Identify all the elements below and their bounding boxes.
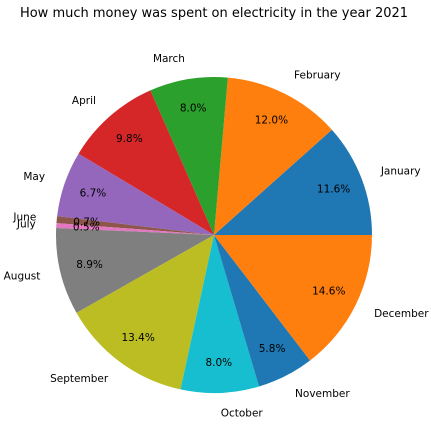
percent-label-may: 6.7%	[80, 188, 107, 200]
percent-label-march: 8.0%	[180, 103, 207, 115]
pie-slice-august	[55, 228, 214, 313]
category-label-december: December	[374, 308, 429, 320]
percent-label-november: 5.8%	[259, 343, 286, 355]
pie-slice-january	[214, 129, 372, 235]
pie-slice-february	[214, 77, 332, 235]
category-label-july: July	[16, 218, 36, 230]
percent-label-june: 0.7%	[73, 217, 100, 229]
pie-slice-june	[56, 216, 215, 235]
category-label-september: September	[50, 373, 109, 385]
pie-slice-march	[150, 76, 228, 235]
percent-label-july: 0.5%	[73, 221, 100, 233]
pie-slices	[55, 76, 372, 394]
category-label-november: November	[295, 388, 350, 400]
category-label-april: April	[72, 95, 96, 107]
pie-slice-may	[57, 153, 215, 235]
pie-slice-november	[214, 235, 311, 387]
percent-label-september: 13.4%	[121, 332, 154, 344]
category-label-october: October	[221, 407, 264, 419]
pie-slice-december	[214, 235, 372, 361]
pie-slice-september	[76, 235, 214, 390]
category-label-march: March	[153, 53, 185, 65]
pie-slice-july	[56, 223, 215, 235]
percent-labels: 11.6% 12.0% 8.0% 9.8% 6.7% 0.7%0.5% 8.9% 13.4% 8…	[73, 103, 350, 369]
chart-title: How much money was spent on electricity …	[20, 6, 408, 21]
pie-slice-october	[180, 235, 260, 394]
category-label-january: January	[380, 165, 421, 177]
category-label-may: May	[23, 171, 45, 183]
percent-label-april: 9.8%	[116, 133, 143, 145]
category-label-august: August	[4, 271, 41, 283]
percent-label-january: 11.6%	[317, 183, 350, 195]
percent-label-august: 8.9%	[76, 259, 103, 271]
category-label-june: June	[12, 212, 36, 224]
percent-label-february: 12.0%	[255, 115, 288, 127]
category-label-february: February	[294, 69, 341, 81]
percent-label-october: 8.0%	[205, 357, 232, 369]
percent-label-december: 14.6%	[312, 286, 345, 298]
pie-slice-april	[78, 90, 214, 235]
